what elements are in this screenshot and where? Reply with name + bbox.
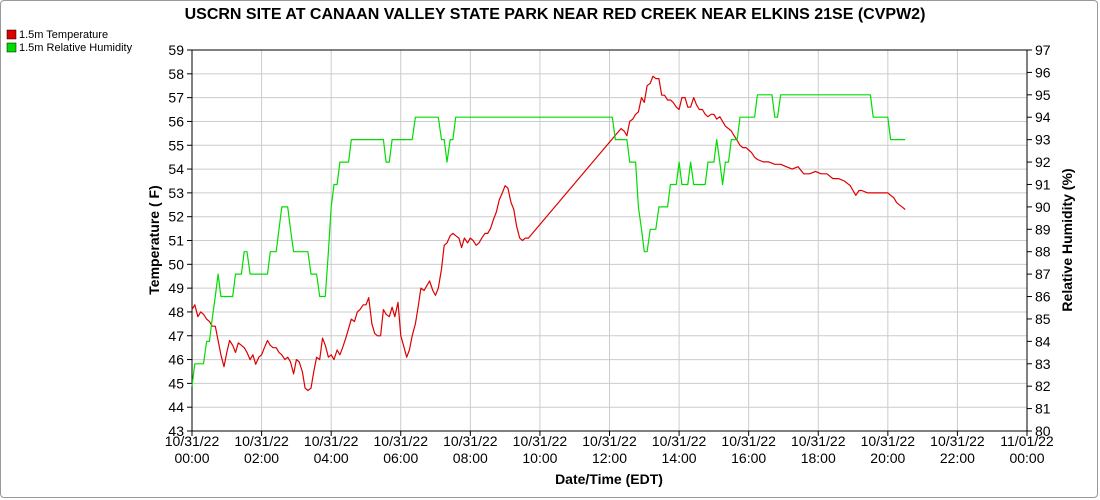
grid (192, 50, 1027, 431)
legend-label-humidity: 1.5m Relative Humidity (19, 42, 133, 54)
right-tick-label: 94 (1035, 109, 1051, 125)
left-tick-label: 45 (168, 375, 184, 391)
left-tick-label: 58 (168, 66, 184, 82)
x-tick-date: 10/31/22 (374, 433, 429, 449)
x-tick-time: 04:00 (314, 450, 349, 466)
x-tick-date: 10/31/22 (304, 433, 359, 449)
right-tick-label: 95 (1035, 87, 1051, 103)
left-tick-label: 59 (168, 42, 184, 58)
left-tick-label: 55 (168, 137, 184, 153)
x-tick-date: 10/31/22 (652, 433, 707, 449)
legend-swatch-temperature (6, 29, 17, 40)
right-tick-label: 83 (1035, 356, 1051, 372)
right-tick-label: 84 (1035, 333, 1051, 349)
right-tick-label: 97 (1035, 42, 1051, 58)
left-tick-label: 52 (168, 209, 184, 225)
right-tick-label: 92 (1035, 154, 1051, 170)
chart-title: USCRN SITE AT CANAAN VALLEY STATE PARK N… (185, 6, 926, 23)
x-tick-date: 10/31/22 (234, 433, 289, 449)
left-tick-label: 43 (168, 423, 184, 439)
x-tick-date: 10/31/22 (443, 433, 498, 449)
right-tick-label: 81 (1035, 401, 1051, 417)
x-tick-date: 10/31/22 (513, 433, 568, 449)
x-tick-time: 22:00 (940, 450, 975, 466)
x-tick-date: 10/31/22 (861, 433, 916, 449)
left-tick-label: 49 (168, 280, 184, 296)
x-tick-date: 10/31/22 (791, 433, 846, 449)
x-tick-time: 06:00 (383, 450, 418, 466)
x-tick-time: 00:00 (174, 450, 209, 466)
right-tick-label: 85 (1035, 311, 1051, 327)
left-tick-label: 44 (168, 399, 184, 415)
right-axis-ticks: 80 81 82 83 84 85 86 87 88 89 90 91 92 93 94 95 96 97 (1027, 42, 1051, 439)
x-tick-time: 00:00 (1009, 450, 1044, 466)
x-tick-time: 12:00 (592, 450, 627, 466)
x-tick-time: 20:00 (870, 450, 905, 466)
x-tick-date: 10/31/22 (721, 433, 776, 449)
legend-label-temperature: 1.5m Temperature (19, 29, 108, 41)
right-tick-label: 96 (1035, 64, 1051, 80)
right-tick-label: 82 (1035, 378, 1051, 394)
right-tick-label: 80 (1035, 423, 1051, 439)
right-tick-label: 90 (1035, 199, 1051, 215)
temperature-series-line (191, 75, 906, 392)
legend: 1.5m Temperature 1.5m Relative Humidity (6, 29, 133, 54)
left-tick-label: 57 (168, 90, 184, 106)
right-tick-label: 89 (1035, 221, 1051, 237)
left-tick-label: 56 (168, 113, 184, 129)
right-tick-label: 93 (1035, 132, 1051, 148)
x-tick-time: 16:00 (731, 450, 766, 466)
left-tick-label: 54 (168, 161, 184, 177)
x-axis-label: Date/Time (EDT) (555, 471, 663, 487)
x-tick-date: 10/31/22 (930, 433, 985, 449)
left-tick-label: 53 (168, 185, 184, 201)
left-axis-label: Temperature ( F) (146, 185, 162, 294)
left-axis-ticks: 43 44 45 46 47 48 49 50 51 52 53 54 55 56 57 58 59 (168, 42, 192, 439)
right-axis-label: Relative Humidity (%) (1059, 168, 1075, 311)
x-tick-time: 10:00 (522, 450, 557, 466)
left-tick-label: 51 (168, 233, 184, 249)
x-tick-date: 10/31/22 (165, 433, 220, 449)
x-tick-time: 08:00 (453, 450, 488, 466)
right-tick-label: 86 (1035, 289, 1051, 305)
humidity-series-line (191, 94, 906, 387)
x-tick-date: 10/31/22 (582, 433, 637, 449)
x-tick-time: 14:00 (662, 450, 697, 466)
left-tick-label: 50 (168, 256, 184, 272)
left-tick-label: 47 (168, 328, 184, 344)
x-tick-time: 02:00 (244, 450, 279, 466)
right-tick-label: 87 (1035, 266, 1051, 282)
right-tick-label: 88 (1035, 244, 1051, 260)
x-tick-time: 18:00 (801, 450, 836, 466)
legend-swatch-humidity (6, 42, 17, 53)
right-tick-label: 91 (1035, 176, 1051, 192)
left-tick-label: 48 (168, 304, 184, 320)
series-lines (191, 75, 906, 392)
left-tick-label: 46 (168, 352, 184, 368)
x-tick-date: 11/01/22 (1000, 433, 1054, 449)
x-axis-ticks: 10/31/2200:0010/31/2202:0010/31/2204:001… (165, 431, 1054, 466)
